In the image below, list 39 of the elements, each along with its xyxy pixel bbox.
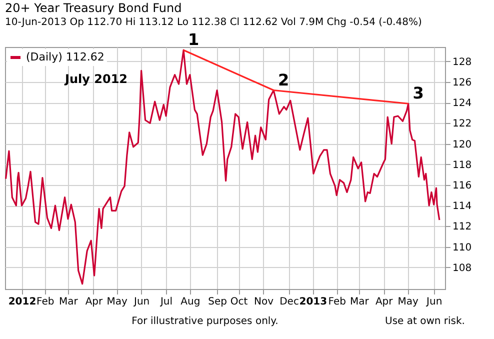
y-tick-label: 116 bbox=[452, 180, 472, 192]
x-tick-label: Apr bbox=[375, 296, 394, 308]
y-tick-label: 112 bbox=[452, 222, 472, 233]
x-tick-label: Nov bbox=[254, 296, 274, 308]
x-tick-label: Jun bbox=[132, 296, 150, 308]
annotation: 3 bbox=[412, 84, 424, 103]
annotation: 2 bbox=[278, 70, 290, 90]
x-tick-label: 2013 bbox=[299, 296, 328, 308]
x-tick-label: Dec bbox=[280, 296, 299, 308]
y-tick-label: 118 bbox=[452, 160, 472, 171]
y-tick-label: 120 bbox=[452, 139, 472, 150]
y-tick-label: 114 bbox=[452, 201, 472, 212]
y-tick-label: 110 bbox=[452, 242, 472, 254]
y-tick-label: 128 bbox=[452, 56, 472, 68]
y-tick-label: 124 bbox=[452, 98, 472, 110]
x-tick-label: May bbox=[398, 296, 418, 308]
x-tick-label: Apr bbox=[85, 296, 104, 308]
x-tick-label: Jun bbox=[426, 296, 442, 308]
x-tick-label: Mar bbox=[59, 296, 79, 308]
x-tick-label: 2012 bbox=[8, 296, 36, 308]
text: Use at own risk. bbox=[385, 316, 465, 327]
y-tick-label: 122 bbox=[452, 118, 472, 130]
annotation: July 2012 bbox=[64, 72, 128, 86]
text: For illustrative purposes only. bbox=[132, 316, 278, 327]
x-tick-label: Aug bbox=[180, 296, 200, 308]
x-tick-label: Jul bbox=[159, 296, 173, 308]
legend-label: (Daily) 112.62 bbox=[26, 50, 104, 64]
x-tick-label: May bbox=[106, 296, 128, 308]
x-tick-label: Mar bbox=[350, 296, 370, 308]
annotation: 1 bbox=[188, 30, 200, 50]
x-tick-label: Feb bbox=[328, 296, 346, 308]
line-series bbox=[4, 49, 440, 285]
x-tick-label: Oct bbox=[230, 296, 248, 308]
chart-title: 20+ Year Treasury Bond Fund bbox=[4, 1, 182, 16]
x-tick-label: Feb bbox=[36, 296, 54, 308]
y-tick-label: 126 bbox=[452, 78, 472, 89]
chart-subtitle: 10-Jun-2013 Op 112.70 Hi 113.12 Lo 112.38 Cl 112.62 Vol 7.9M Chg -0.54 (-0.48%) bbox=[4, 17, 422, 28]
y-tick-label: 108 bbox=[452, 262, 472, 274]
x-tick-label: Sep bbox=[208, 296, 227, 308]
